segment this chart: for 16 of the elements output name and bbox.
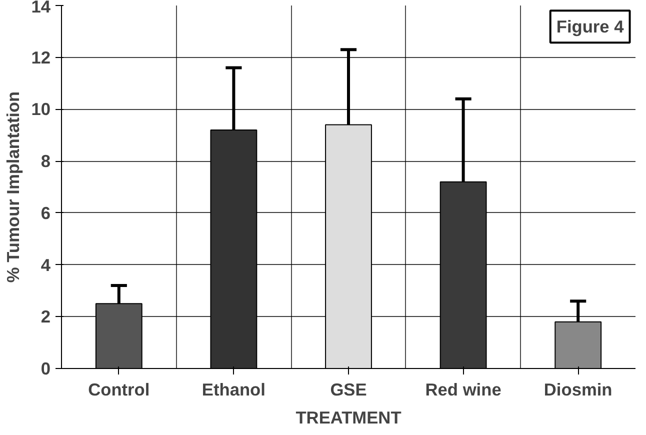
y-tick-label: 10 bbox=[31, 99, 51, 120]
y-tick-label: 0 bbox=[40, 358, 51, 378]
y-tick-label: 12 bbox=[31, 47, 51, 68]
x-tick-label: Red wine bbox=[425, 380, 502, 400]
y-tick-label: 6 bbox=[40, 202, 51, 223]
y-tick-label: 4 bbox=[40, 254, 51, 275]
y-tick-label: 2 bbox=[40, 306, 51, 327]
y-tick-label: 14 bbox=[31, 0, 51, 16]
x-tick-label: GSE bbox=[330, 380, 367, 400]
x-tick-label: Ethanol bbox=[202, 380, 266, 400]
x-tick-label: Diosmin bbox=[544, 380, 612, 400]
y-tick-label: 8 bbox=[40, 151, 51, 172]
y-axis-title: % Tumour Implantation bbox=[3, 91, 24, 283]
x-axis-title: TREATMENT bbox=[296, 408, 402, 428]
annotation: Figure 4 bbox=[556, 16, 624, 37]
x-tick-label: Control bbox=[88, 380, 150, 400]
